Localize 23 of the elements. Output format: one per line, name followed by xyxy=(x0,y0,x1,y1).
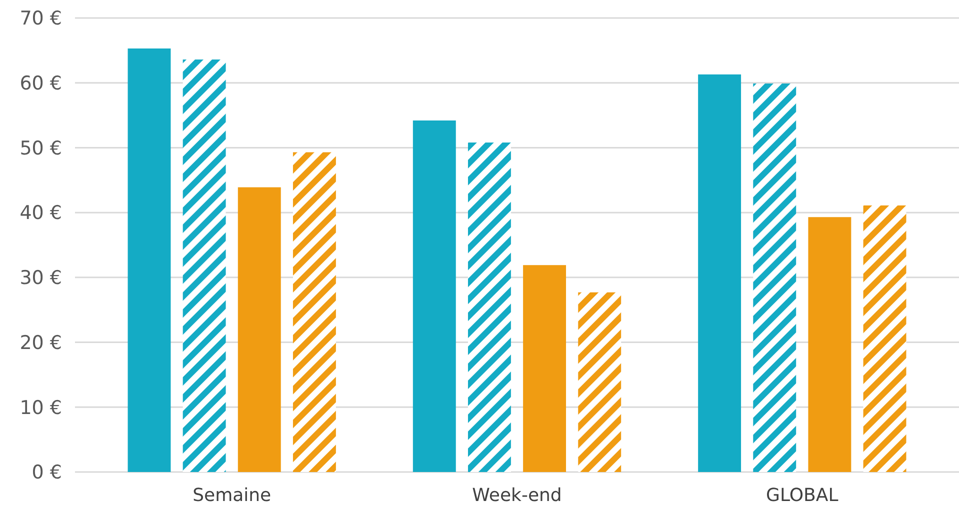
bar xyxy=(292,152,336,472)
y-tick-label: 50 € xyxy=(20,137,62,160)
bar xyxy=(578,292,622,472)
y-tick-label: 30 € xyxy=(20,267,62,290)
bar xyxy=(412,120,456,472)
y-tick-label: 40 € xyxy=(20,202,62,224)
x-tick-label: Semaine xyxy=(192,485,272,506)
bar xyxy=(863,205,906,472)
y-tick-label: 60 € xyxy=(20,72,62,95)
y-tick-label: 70 € xyxy=(20,8,62,30)
bar xyxy=(182,60,226,472)
bar xyxy=(468,142,511,472)
bar xyxy=(808,217,852,472)
bar xyxy=(753,84,796,472)
bar xyxy=(698,74,742,472)
x-tick-label: GLOBAL xyxy=(766,485,838,506)
x-tick-label: Week-end xyxy=(472,485,562,506)
bar xyxy=(523,265,566,472)
bar xyxy=(128,48,171,472)
y-tick-label: 10 € xyxy=(20,396,62,419)
y-tick-label: 0 € xyxy=(32,462,62,484)
y-tick-label: 20 € xyxy=(20,332,62,354)
bar xyxy=(238,187,281,472)
